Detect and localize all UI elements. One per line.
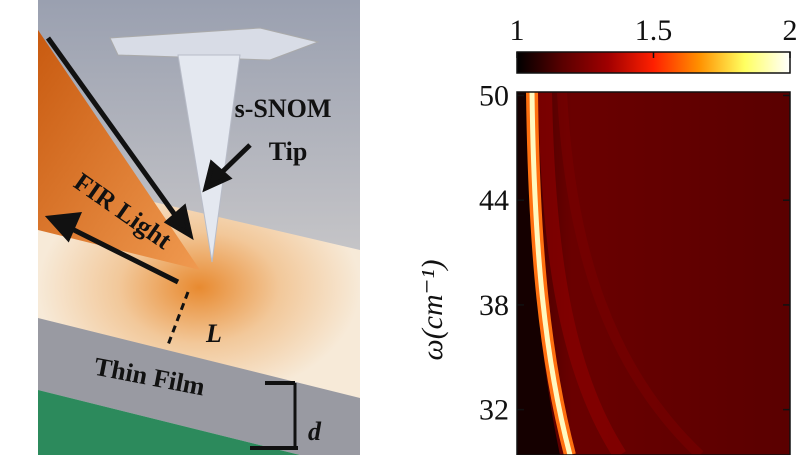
- arrow-head: [163, 203, 194, 241]
- tip-label: s-SNOM: [235, 94, 332, 123]
- light-beam: [38, 30, 200, 270]
- y-tick-label: 38: [479, 289, 509, 322]
- arrow: [45, 36, 183, 224]
- substrate: [38, 390, 300, 455]
- thickness-label: d: [308, 417, 322, 446]
- arrow: [68, 225, 180, 285]
- tip: [177, 54, 241, 263]
- cantilever: [109, 27, 320, 61]
- heatmap-region: [517, 92, 560, 455]
- heatmap-region: [538, 91, 626, 455]
- colorbar-tick-label: 1: [510, 14, 525, 47]
- heatmap-chart: ω(cm⁻¹) 50 44 38 32 1 1.5 2: [416, 14, 798, 455]
- y-axis-label: ω(cm⁻¹): [416, 260, 449, 361]
- heatmap-region: [529, 91, 573, 455]
- heatmap-region: [557, 91, 704, 455]
- colorbar-tick-label: 2: [783, 14, 798, 47]
- y-tick-label: 44: [479, 184, 509, 217]
- distance-label: L: [205, 319, 222, 348]
- distance-arrow: [166, 291, 190, 346]
- colorbar-tick-label: 1.5: [635, 14, 673, 47]
- diagram: s-SNOM Tip FIR Light L Thin Film d: [38, 0, 360, 455]
- arrow-head: [44, 212, 83, 243]
- y-tick-label: 50: [479, 79, 509, 112]
- thin-film: [38, 318, 360, 455]
- plot-frame: [516, 91, 791, 455]
- y-tick-label: 32: [479, 394, 509, 427]
- arrow-head: [202, 159, 233, 193]
- tip-label: Tip: [269, 137, 308, 166]
